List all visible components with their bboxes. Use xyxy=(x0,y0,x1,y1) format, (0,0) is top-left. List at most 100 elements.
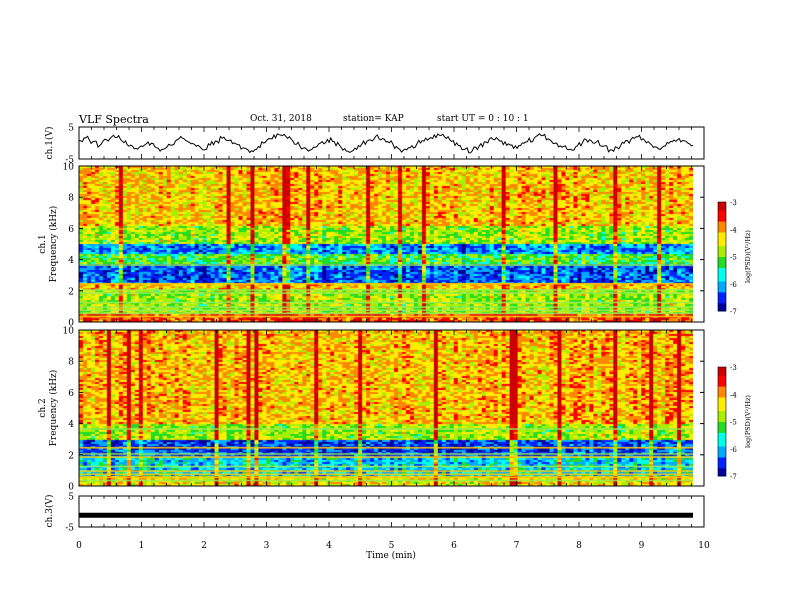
colorbar-ch2-segment xyxy=(718,369,726,373)
colorbar-ch2-segment xyxy=(718,462,726,466)
colorbar-ch2-segment xyxy=(718,451,726,455)
x-tick-label: 0 xyxy=(76,541,82,551)
colorbar-ch1-segment xyxy=(718,305,726,309)
colorbar-ch1-tick-label: -5 xyxy=(730,254,737,262)
y-axis-label-ch1-voltage: ch.1(V) xyxy=(44,127,55,160)
colorbar-ch2-tick-label: -4 xyxy=(730,391,737,399)
spectrogram-image-ch1 xyxy=(79,166,693,322)
colorbar-ch2-segment xyxy=(718,440,726,444)
spectrogram-images xyxy=(79,166,726,486)
colorbar-ch1-tick-label: -3 xyxy=(730,199,737,207)
x-axis-label: Time (min) xyxy=(366,550,416,561)
colorbar-ch1-segment xyxy=(718,221,726,225)
y-tick-label: 8 xyxy=(68,358,74,368)
colorbar-ch1-segment xyxy=(718,218,726,222)
waveform-traces xyxy=(78,133,694,518)
x-tick-label: 10 xyxy=(698,541,710,551)
colorbar-ch1-segment xyxy=(718,248,726,252)
colorbar-ch2-segment xyxy=(718,435,726,439)
colorbar-ch1-frame xyxy=(717,201,727,312)
axis-ticks xyxy=(78,126,705,528)
colorbar-ch1-segment xyxy=(718,210,726,214)
colorbar-ch1-segment xyxy=(718,223,726,228)
colorbar-ch2-segment xyxy=(718,388,726,393)
colorbar-ch2-segment xyxy=(718,377,726,382)
colorbar-ch2-segment xyxy=(718,418,726,422)
y-tick-label: 0 xyxy=(68,483,74,493)
colorbar-ch2-segment xyxy=(718,396,726,401)
colorbar-ch2-segment xyxy=(718,410,726,414)
colorbar-ch2-segment xyxy=(718,383,726,387)
colorbar-ch1-label: log(PSD)(V²/Hz) xyxy=(744,230,752,283)
colorbar-ch1-segment xyxy=(718,308,726,312)
colorbar-ch2-segment xyxy=(718,421,726,425)
colorbar-ch2-segment xyxy=(718,394,726,398)
colorbar-ch1-segment xyxy=(718,259,726,263)
colorbar-ch1-tick-label: -4 xyxy=(730,226,737,234)
y-axis-label-ch1-frequency: Frequency (kHz) xyxy=(48,206,59,283)
y-tick-label: 4 xyxy=(68,256,74,266)
y-tick-label: 2 xyxy=(68,287,74,297)
colorbar-ch2-segment xyxy=(718,454,726,458)
colorbar-ch1-tick-label: -7 xyxy=(730,308,737,316)
colorbar-ch2-segment xyxy=(718,465,726,469)
colorbar-ch1-segment xyxy=(718,251,726,255)
x-tick-label: 7 xyxy=(514,541,520,551)
x-tick-label: 2 xyxy=(201,541,207,551)
colorbar-ch2-segment xyxy=(718,424,726,428)
colorbar-ch2-segment xyxy=(718,399,726,403)
colorbar-ch1-segment xyxy=(718,283,726,287)
colorbar-ch1-segment xyxy=(718,264,726,268)
y-tick-label: 10 xyxy=(63,327,75,337)
colorbar-ch1-segment xyxy=(718,231,726,236)
colorbar-ch2-segment xyxy=(718,372,726,376)
colorbar-ch2-segment xyxy=(718,446,726,450)
y-tick-label: 8 xyxy=(68,194,74,204)
y-tick-label: -5 xyxy=(65,524,74,534)
spectrogram-image-ch2 xyxy=(79,330,693,486)
x-tick-label: 5 xyxy=(389,541,395,551)
colorbar-ch1-segment xyxy=(718,286,726,290)
colorbar-ch2-segment xyxy=(718,448,726,452)
y-tick-label: 0 xyxy=(68,319,74,329)
y-tick-label: 5 xyxy=(68,493,74,503)
y-tick-label: 6 xyxy=(68,389,74,399)
colorbar-ch1-segment xyxy=(718,215,726,219)
colorbar-ch1-segment xyxy=(718,294,726,298)
x-tick-label: 8 xyxy=(576,541,582,551)
y-axis-label-ch1-channel: ch.1 xyxy=(38,234,48,253)
colorbar-ch1-segment xyxy=(718,289,726,293)
colorbar-ch1-segment xyxy=(718,297,726,301)
x-tick-label: 1 xyxy=(139,541,145,551)
colorbar-ch1-segment xyxy=(718,272,726,277)
date-label: Oct. 31, 2018 xyxy=(250,114,312,124)
colorbar-ch2-tick-label: -7 xyxy=(730,473,737,481)
colorbar-ch2-segment xyxy=(718,386,726,390)
station-label: station= KAP xyxy=(343,114,404,124)
colorbar-ch1-segment xyxy=(718,302,726,307)
colorbar-ch2-segment xyxy=(718,416,726,420)
colorbar-ch2-tick-label: -5 xyxy=(730,419,737,427)
colorbar-ch1-segment xyxy=(718,256,726,260)
x-tick-label: 9 xyxy=(639,541,645,551)
colorbar-ch2-segment xyxy=(718,456,726,461)
colorbar-ch2-segment xyxy=(718,429,726,433)
colorbar-ch1-segment xyxy=(718,234,726,238)
colorbar-ch2-segment xyxy=(718,459,726,463)
y-tick-label: 5 xyxy=(68,124,74,134)
y-tick-label: 4 xyxy=(68,420,74,430)
colorbar-ch2-segment xyxy=(718,391,726,395)
x-tick-label: 6 xyxy=(451,541,457,551)
colorbar-ch1-tick-label: -6 xyxy=(730,281,737,289)
colorbar-ch1-segment xyxy=(718,267,726,271)
colorbar-ch1-segment xyxy=(718,270,726,274)
colorbar-ch2-segment xyxy=(718,426,726,431)
colorbar-ch2-segment xyxy=(718,375,726,379)
y-tick-label: 10 xyxy=(63,163,75,173)
y-tick-label: -5 xyxy=(65,156,74,166)
colorbar-ch1-segment xyxy=(718,281,726,285)
y-axis-label-ch2-channel: ch.2 xyxy=(38,398,48,417)
colorbar-ch2-segment xyxy=(718,443,726,447)
